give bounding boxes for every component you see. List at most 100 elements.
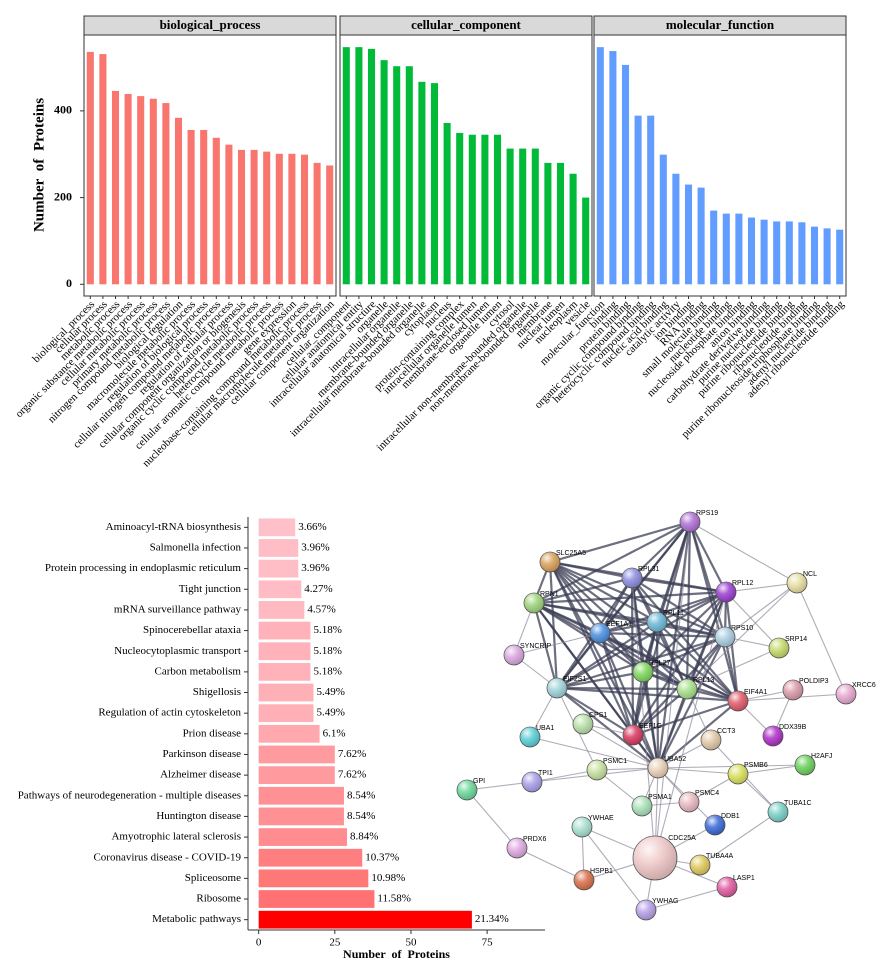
node-shine (622, 568, 642, 588)
network-edge (598, 632, 635, 736)
bar (456, 132, 464, 285)
network-edge (466, 781, 533, 791)
network-edge (725, 591, 780, 649)
panel (83, 34, 337, 297)
node-shine (572, 817, 592, 837)
node-label: POLDIP3 (799, 678, 829, 685)
node-shine (717, 877, 737, 897)
y-tick-label: Carbon metabolism (155, 665, 242, 677)
network-edge (598, 632, 660, 769)
node-label: EEF1A1 (606, 621, 632, 628)
node-shine (587, 760, 607, 780)
facet-title: cellular_component (411, 17, 521, 32)
node-shine (524, 593, 544, 613)
node-label: RPS10 (731, 625, 753, 632)
node-shine (690, 855, 710, 875)
y-tick-label: Aminoacyl-tRNA biosynthesis (106, 521, 241, 533)
network-edge (556, 686, 739, 703)
bar-label: 5.18% (313, 665, 341, 677)
node-shine (783, 680, 803, 700)
bar (86, 51, 94, 285)
bar (111, 90, 120, 285)
node-label: HSPB1 (590, 868, 613, 875)
network-edge (466, 789, 518, 849)
bar (773, 221, 781, 285)
network-edge (556, 670, 644, 690)
bar (250, 149, 258, 285)
bar-label: 21.34% (475, 913, 509, 925)
node-shine (836, 684, 856, 704)
bar-label: 5.49% (316, 686, 344, 698)
bar (263, 151, 271, 285)
bar (722, 213, 730, 285)
node-label: RPL12 (732, 580, 754, 587)
bar (258, 890, 375, 908)
bar (405, 66, 413, 285)
y-tick-label: Coronavirus disease - COVID-19 (93, 851, 241, 863)
bar (493, 134, 502, 285)
network-edge (632, 699, 739, 737)
node-shine (623, 725, 643, 745)
node-label: PSMC4 (695, 790, 719, 797)
x-axis-label: Number of Proteins (343, 947, 450, 961)
bar (258, 518, 296, 537)
node-label: H2AFJ (811, 753, 832, 760)
y-tick-label: 0 (66, 276, 72, 290)
node-label: TUBA1C (784, 800, 812, 807)
bar (258, 910, 472, 929)
bar (258, 642, 311, 661)
network-edge (531, 769, 598, 783)
node-label: RPL31 (638, 566, 660, 573)
bar (785, 221, 793, 285)
bar (258, 828, 347, 846)
bar (258, 786, 344, 805)
network-edge (533, 576, 633, 605)
bar (621, 64, 630, 285)
bar (300, 154, 309, 285)
network-edge (686, 647, 780, 690)
node-shine (768, 802, 788, 822)
node-label: TUBA4A (706, 853, 734, 860)
y-tick-label: 400 (54, 103, 72, 117)
x-tick-label: 75 (482, 937, 494, 949)
bar (258, 745, 335, 764)
bar (258, 662, 311, 681)
bar (430, 83, 439, 285)
node-label: UBA1 (536, 725, 554, 732)
y-tick-label: 200 (54, 189, 72, 203)
bar (798, 222, 806, 285)
bar (174, 117, 183, 285)
node-label: LASP1 (733, 875, 755, 882)
bar (531, 148, 539, 285)
node-shine (701, 730, 721, 750)
x-tick-label: 50 (405, 937, 417, 949)
bar-label: 6.1% (323, 727, 346, 739)
bar (544, 162, 552, 285)
node-label: DDB1 (721, 813, 740, 820)
node-shine (573, 714, 593, 734)
bar (258, 766, 335, 785)
bar (810, 226, 819, 285)
bar (258, 621, 311, 640)
bar-label: 5.49% (316, 707, 344, 719)
node-shine (716, 582, 736, 602)
network-edge (724, 591, 740, 702)
bar (99, 54, 107, 285)
bar (506, 148, 514, 285)
network-edge (645, 886, 728, 911)
bar (647, 115, 655, 285)
network-edge (654, 521, 691, 859)
bar (569, 173, 577, 285)
network-edge (599, 590, 727, 635)
node-shine (507, 838, 527, 858)
bar-label: 3.96% (301, 562, 329, 574)
network-edge (549, 561, 688, 690)
bar (443, 123, 451, 285)
network-edge (631, 577, 656, 859)
facet-title: molecular_function (666, 17, 775, 32)
network-edge (549, 561, 634, 736)
node-label: DDX39B (779, 724, 807, 731)
y-tick-label: Regulation of actin cytoskeleton (98, 707, 241, 719)
node-shine (540, 552, 560, 572)
